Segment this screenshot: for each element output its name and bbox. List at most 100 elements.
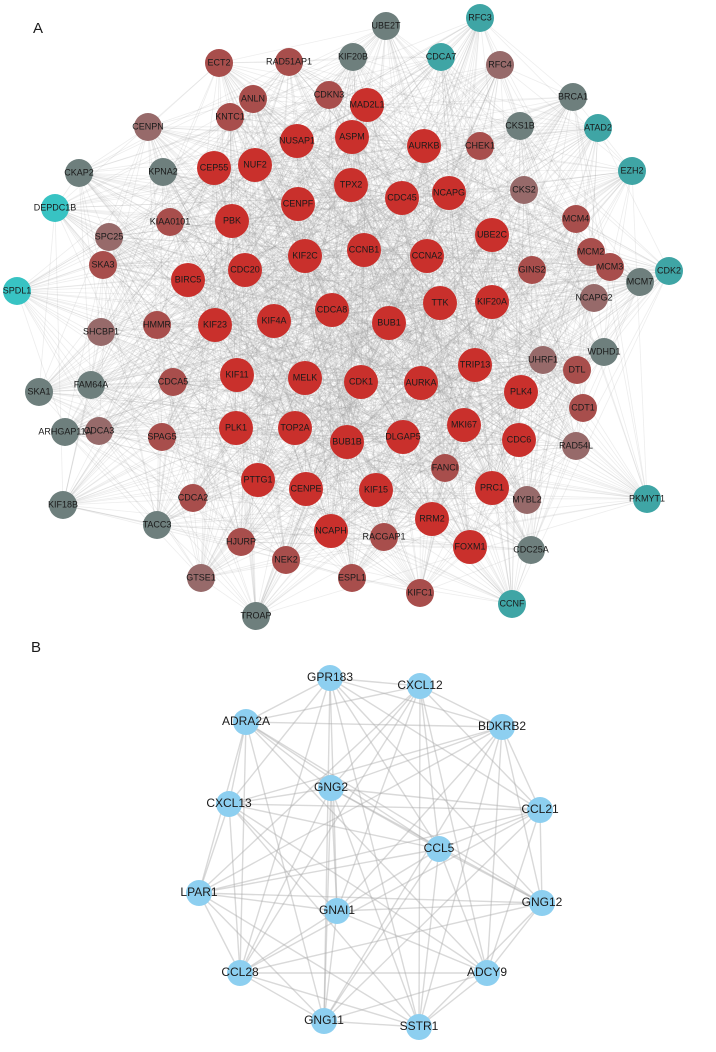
edge xyxy=(479,145,577,447)
edge xyxy=(102,203,299,266)
node xyxy=(272,546,300,574)
edge xyxy=(231,140,298,222)
edge xyxy=(239,910,338,974)
edge xyxy=(351,136,578,371)
node xyxy=(577,238,605,266)
edge xyxy=(330,787,420,1028)
edge xyxy=(582,297,595,409)
node-label: SPDL1 xyxy=(3,285,32,295)
edge xyxy=(169,61,290,223)
edge xyxy=(255,64,501,617)
node-label: GPR183 xyxy=(307,670,353,684)
edge xyxy=(198,892,338,912)
node-label: HJURP xyxy=(226,536,256,546)
edge xyxy=(172,184,352,383)
edge xyxy=(491,234,578,371)
node-label: DEPDC1B xyxy=(34,202,77,212)
edge xyxy=(90,192,450,386)
edge xyxy=(218,62,330,96)
node-label: CDC20 xyxy=(230,264,260,274)
edge xyxy=(330,787,338,912)
node-label: NEK2 xyxy=(274,554,298,564)
edge xyxy=(383,251,592,538)
edge xyxy=(231,220,433,520)
edge xyxy=(426,255,605,353)
edge xyxy=(439,170,633,304)
edge xyxy=(363,249,476,366)
edge xyxy=(64,266,611,433)
edge xyxy=(16,290,194,499)
edge xyxy=(240,382,422,543)
edge xyxy=(147,126,353,138)
edge xyxy=(530,445,577,551)
node xyxy=(159,368,187,396)
node-label: PTTG1 xyxy=(243,474,272,484)
edge xyxy=(252,98,365,251)
edge xyxy=(474,269,533,366)
edge xyxy=(192,497,257,617)
edge xyxy=(273,320,578,371)
node-label: PLK1 xyxy=(225,422,247,432)
edge xyxy=(78,25,387,174)
node xyxy=(257,304,291,338)
edge xyxy=(54,207,476,366)
edge xyxy=(360,266,611,383)
edge xyxy=(255,197,403,617)
node xyxy=(324,898,350,924)
node-label: ATAD2 xyxy=(584,122,612,132)
node xyxy=(415,502,449,536)
edge xyxy=(346,184,352,443)
edge xyxy=(526,369,578,501)
panel-label: A xyxy=(33,20,43,37)
edge xyxy=(257,56,442,481)
edge xyxy=(187,136,353,281)
edge xyxy=(609,266,648,500)
edge xyxy=(426,96,574,257)
edge xyxy=(62,445,577,506)
edge xyxy=(363,249,528,501)
edge xyxy=(244,269,307,490)
edge xyxy=(90,384,532,551)
edge xyxy=(423,145,633,172)
edge xyxy=(383,234,493,538)
node-label: CCNF xyxy=(500,598,525,608)
edge xyxy=(156,56,354,526)
node-label: NUF2 xyxy=(243,159,267,169)
edge xyxy=(162,171,365,251)
edge xyxy=(187,279,441,304)
edge xyxy=(38,391,513,605)
edge xyxy=(78,172,306,257)
edge xyxy=(294,255,428,429)
edge xyxy=(78,172,385,538)
edge xyxy=(100,270,670,333)
edge xyxy=(254,164,333,311)
node-label: KIF11 xyxy=(225,369,248,379)
edge xyxy=(363,249,522,393)
node xyxy=(426,836,452,862)
edge xyxy=(330,530,421,594)
edge xyxy=(156,279,189,526)
edge xyxy=(440,56,584,409)
edge xyxy=(438,848,488,974)
edge xyxy=(100,331,493,489)
edge xyxy=(419,685,503,728)
edge xyxy=(352,56,365,251)
edge xyxy=(108,236,433,520)
node xyxy=(431,454,459,482)
edge xyxy=(363,249,433,520)
edge xyxy=(187,279,471,548)
edge xyxy=(423,145,471,548)
node-label: EZH2 xyxy=(620,165,643,175)
edge xyxy=(198,892,420,1028)
node-label: RFC3 xyxy=(468,12,492,22)
edge xyxy=(385,25,493,303)
node xyxy=(87,318,115,346)
edge xyxy=(192,381,362,499)
edge xyxy=(102,255,306,266)
node xyxy=(318,775,344,801)
edge xyxy=(198,892,325,1022)
edge xyxy=(419,382,422,594)
edge xyxy=(156,324,194,499)
edge xyxy=(304,184,352,379)
edge xyxy=(161,436,421,594)
